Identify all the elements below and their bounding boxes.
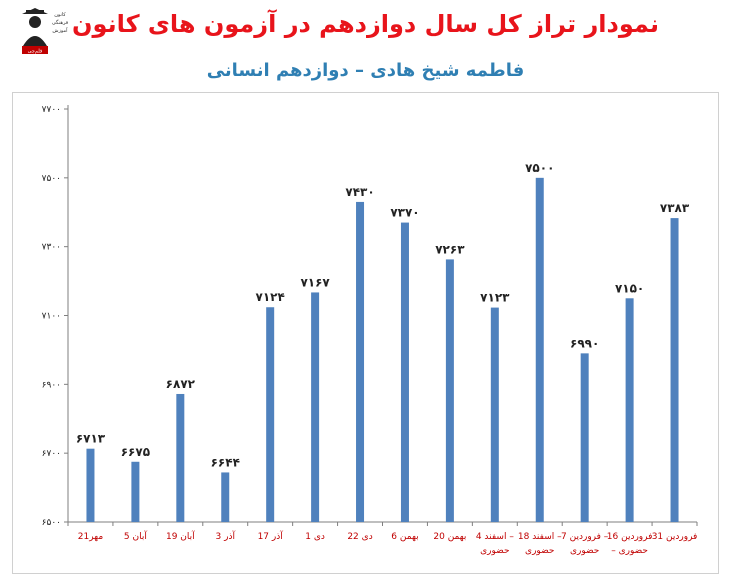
x-tick-label: 6 بهمن: [391, 532, 418, 542]
data-label: ۷۳۷۰: [390, 206, 419, 220]
x-tick-label: 1 دی: [305, 532, 325, 542]
chart-title: نمودار تراز کل سال دوازدهم در آزمون های …: [72, 10, 659, 38]
x-tick-label: حضوری: [570, 546, 599, 556]
x-tick-label: 3 آذر: [216, 530, 236, 542]
logo-text-3: آموزش: [52, 27, 68, 34]
data-label: ۷۱۶۷: [300, 275, 330, 289]
x-tick-label: 20 بهمن: [433, 532, 466, 542]
data-label: ۷۲۶۳: [435, 242, 465, 256]
x-tick-label: 18 اسفند –: [518, 532, 562, 542]
data-label: ۶۷۱۳: [76, 432, 106, 446]
bar: [86, 448, 95, 522]
data-label: ۷۳۸۳: [660, 201, 690, 215]
y-tick-label: ۷۳۰۰: [42, 243, 61, 253]
bar: [311, 292, 320, 522]
x-tick-label: 31 فروردین: [652, 532, 698, 542]
bar: [266, 307, 275, 522]
data-label: ۶۹۹۰: [570, 336, 599, 350]
x-tick-label: 17 آذر: [258, 530, 284, 542]
data-label: ۷۱۵۰: [615, 281, 644, 295]
x-tick-label: 22 دی: [347, 532, 372, 542]
y-tick-label: ۶۷۰۰: [42, 449, 61, 459]
chart-subtitle: فاطمه شیخ هادی – دوازدهم انسانی: [206, 60, 525, 81]
data-label: ۷۱۲۴: [256, 290, 285, 304]
x-tick-label: 5 آبان: [124, 530, 147, 542]
bar: [625, 298, 634, 522]
y-tick-label: ۷۵۰۰: [42, 174, 61, 184]
bar: [670, 218, 679, 522]
chart-frame: [12, 92, 719, 574]
bar: [221, 472, 230, 522]
bar: [176, 393, 185, 522]
logo-text-2: فرهنگی: [52, 19, 69, 26]
data-label: ۶۸۷۲: [166, 377, 196, 391]
x-tick-label: 21مهر: [78, 532, 104, 542]
x-tick-label: 7 فروردین –: [561, 532, 609, 542]
y-tick-label: ۷۷۰۰: [42, 105, 61, 115]
logo-text-1: کانون: [54, 12, 66, 18]
data-label: ۶۶۴۴: [211, 455, 240, 469]
x-tick-label: – حضوری: [611, 546, 648, 556]
x-tick-label: 19 آبان: [166, 530, 195, 542]
bar: [356, 201, 365, 523]
y-tick-label: ۶۵۰۰: [42, 518, 61, 528]
bar: [400, 222, 409, 522]
x-tick-label: حضوری: [525, 546, 554, 556]
data-label: ۷۴۳۰: [345, 185, 374, 199]
y-tick-label: ۶۹۰۰: [42, 380, 61, 390]
data-label: ۷۵۰۰: [525, 161, 554, 175]
logo-text-4: قلم‌چی: [28, 49, 43, 55]
bar: [535, 177, 544, 523]
x-tick-label: 4 اسفند –: [476, 532, 515, 542]
data-label: ۶۶۷۵: [121, 445, 150, 459]
bar: [131, 461, 140, 522]
x-tick-label: 16 فروردین: [607, 532, 653, 542]
bar: [445, 259, 454, 522]
bar: [580, 353, 589, 522]
bar: [490, 307, 499, 522]
data-label: ۷۱۲۳: [480, 291, 510, 305]
y-tick-label: ۷۱۰۰: [42, 312, 61, 322]
x-tick-label: حضوری: [480, 546, 509, 556]
kanoon-logo: کانون فرهنگی آموزش قلم‌چی: [22, 8, 69, 55]
